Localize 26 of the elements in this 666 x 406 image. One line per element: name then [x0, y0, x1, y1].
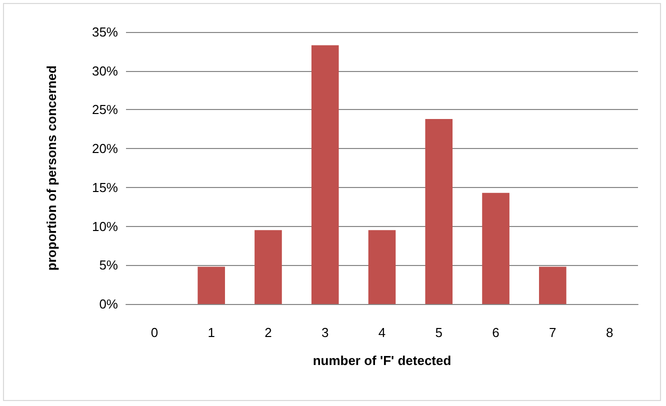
x-tick-label: 0	[150, 325, 158, 340]
bar	[368, 230, 396, 304]
x-tick-label: 2	[264, 325, 272, 340]
y-tick-label: 30%	[92, 63, 118, 78]
x-tick-label: 4	[378, 325, 386, 340]
y-tick-label: 20%	[92, 141, 118, 156]
y-tick-label: 0%	[99, 296, 118, 312]
y-tick-label: 35%	[92, 24, 118, 40]
y-tick-label: 10%	[92, 218, 118, 234]
y-tick-label: 15%	[92, 180, 118, 195]
x-tick-label: 8	[606, 325, 614, 340]
x-tick-label: 1	[208, 325, 215, 340]
x-tick-label: 7	[549, 325, 556, 340]
x-tick-label: 3	[321, 325, 329, 340]
y-tick-label: 25%	[92, 102, 118, 118]
bar	[254, 230, 282, 304]
bar	[482, 192, 510, 304]
y-tick-label: 5%	[99, 258, 118, 273]
y-axis-title: proportion of persons concerned	[44, 65, 59, 271]
bar	[311, 45, 339, 304]
bar	[198, 266, 225, 304]
bar	[425, 119, 453, 304]
bar	[539, 266, 566, 304]
x-tick-label: 5	[435, 325, 443, 340]
x-tick-label: 6	[492, 325, 500, 340]
x-axis-title: number of 'F' detected	[312, 353, 452, 368]
